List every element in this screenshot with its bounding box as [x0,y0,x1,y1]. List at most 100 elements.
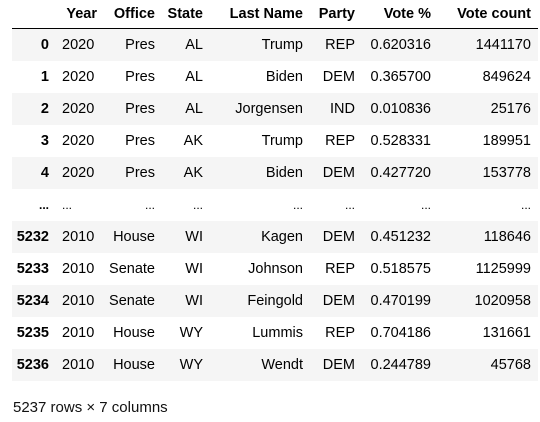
cell-vote-count: 45768 [490,356,531,373]
cell-office: House [113,228,155,245]
index-header [12,0,56,29]
cell-state: AL [185,68,203,85]
cell-party: ... [344,197,355,212]
table-row: 5236 2010 House WY Wendt DEM 0.244789 45… [12,348,538,381]
cell-year: 2020 [62,132,95,149]
cell-vote-percent: 0.704186 [370,324,431,341]
cell-state: AK [183,132,203,149]
cell-party: REP [325,260,355,277]
cell-year: 2020 [62,68,95,85]
cell-year: 2010 [62,356,95,373]
cell-party: DEM [322,292,355,309]
cell-year: 2020 [62,36,95,53]
cell-state: WY [179,324,203,341]
cell-vote-count: 1020958 [474,292,531,309]
table-row: 3 2020 Pres AK Trump REP 0.528331 189951 [12,125,538,157]
cell-year: 2010 [62,292,95,309]
cell-office: Senate [109,260,155,277]
column-header-vote-percent: Vote % [362,0,438,29]
cell-office: ... [144,197,155,212]
cell-office: Pres [125,100,155,117]
cell-vote-count: 1125999 [475,260,531,277]
cell-office: Pres [125,132,155,149]
cell-year: 2020 [62,164,95,181]
cell-last-name: Biden [265,164,303,181]
row-index: ... [38,197,49,212]
cell-party: IND [330,100,355,117]
cell-vote-count: 131661 [482,324,531,341]
table-row: 4 2020 Pres AK Biden DEM 0.427720 153778 [12,156,538,189]
cell-vote-percent: 0.620316 [370,36,431,53]
cell-last-name: Lummis [252,324,303,341]
cell-last-name: ... [292,197,303,212]
cell-office: Senate [109,292,155,309]
row-index: 4 [40,164,49,181]
cell-last-name: Biden [265,68,303,85]
table-row: 5234 2010 Senate WI Feingold DEM 0.47019… [12,284,538,317]
cell-office: Pres [125,68,155,85]
cell-last-name: Kagen [261,228,303,245]
cell-state: AL [185,36,203,53]
cell-vote-count: 849624 [482,68,531,85]
cell-office: House [113,356,155,373]
row-index: 3 [40,132,49,149]
ellipsis-row: ... ... ... ... ... ... ... ... [12,189,538,221]
cell-year: 2020 [62,100,95,117]
cell-vote-percent: 0.244789 [370,356,431,373]
cell-vote-percent: 0.528331 [370,132,431,149]
cell-office: House [113,324,155,341]
table-row: 5235 2010 House WY Lummis REP 0.704186 1… [12,317,538,349]
row-index: 1 [40,68,49,85]
cell-vote-percent: 0.427720 [370,164,431,181]
cell-state: WI [185,260,203,277]
cell-vote-count: 153778 [482,164,531,181]
row-index: 5232 [16,228,49,245]
table-row: 2 2020 Pres AL Jorgensen IND 0.010836 25… [12,92,538,125]
cell-last-name: Trump [261,132,303,149]
cell-party: DEM [322,228,355,245]
cell-state: WY [179,356,203,373]
cell-vote-count: 1441170 [475,36,531,53]
cell-vote-percent: 0.365700 [370,68,431,85]
cell-vote-percent: 0.010836 [370,100,431,117]
cell-vote-count: 118646 [483,228,531,245]
row-index: 5236 [16,356,49,373]
column-header-state: State [162,0,210,29]
cell-party: DEM [322,164,355,181]
cell-vote-percent: 0.518575 [370,260,431,277]
row-index: 0 [40,36,49,53]
cell-state: WI [185,292,203,309]
cell-last-name: Feingold [247,292,303,309]
cell-state: WI [185,228,203,245]
table-row: 0 2020 Pres AL Trump REP 0.620316 144117… [12,28,538,61]
cell-party: DEM [322,68,355,85]
cell-last-name: Jorgensen [235,100,303,117]
table-row: 1 2020 Pres AL Biden DEM 0.365700 849624 [12,61,538,93]
dataframe-table: Year Office State Last Name Party Vote %… [12,0,538,381]
cell-vote-percent: ... [420,197,431,212]
cell-party: REP [325,324,355,341]
cell-year: 2010 [62,228,95,245]
table-row: 5232 2010 House WI Kagen DEM 0.451232 11… [12,220,538,253]
cell-state: AK [183,164,203,181]
column-header-party: Party [310,0,362,29]
cell-state: ... [192,197,203,212]
cell-party: REP [325,36,355,53]
cell-vote-percent: 0.451232 [370,228,431,245]
row-index: 5234 [16,292,49,309]
cell-year: 2010 [62,260,95,277]
row-index: 2 [40,100,49,117]
cell-last-name: Johnson [248,260,303,277]
cell-year: ... [62,197,73,212]
row-index: 5235 [16,324,49,341]
column-header-year: Year [56,0,104,29]
cell-office: Pres [125,164,155,181]
cell-state: AL [185,100,203,117]
cell-vote-count: ... [520,197,531,212]
cell-party: REP [325,132,355,149]
row-index: 5233 [16,260,49,277]
header-row: Year Office State Last Name Party Vote %… [12,0,538,29]
cell-last-name: Wendt [261,356,303,373]
column-header-office: Office [104,0,162,29]
column-header-last-name: Last Name [210,0,310,29]
